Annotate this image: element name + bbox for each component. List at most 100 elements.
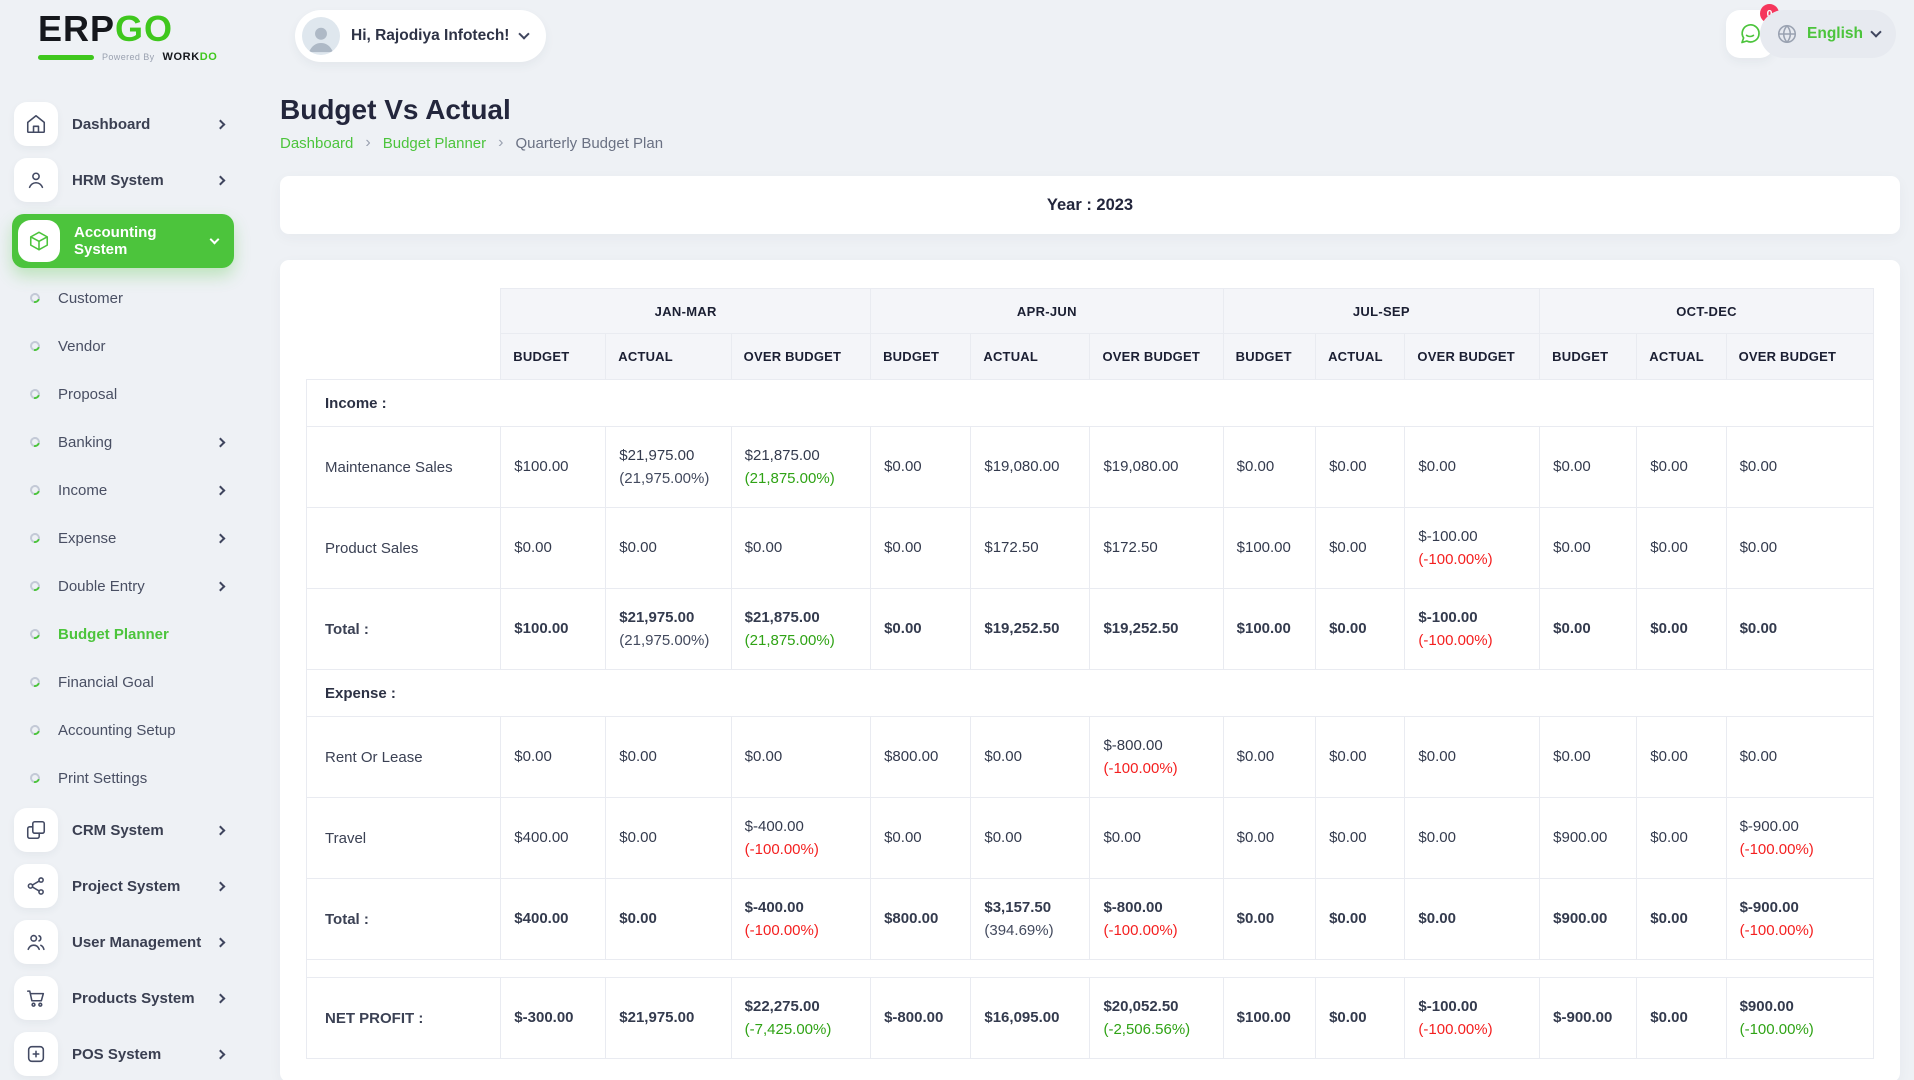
budget-cell: $19,080.00 — [1089, 426, 1224, 508]
year-label: Year : 2023 — [1046, 195, 1134, 214]
chevron-right-icon — [215, 119, 226, 129]
crm-icon — [14, 808, 58, 852]
sidebar-nav: Dashboard HRM System Accounting System Cust… — [0, 96, 246, 1080]
column-header: ACTUAL — [1315, 333, 1406, 380]
page-title: Budget Vs Actual — [280, 94, 511, 125]
sidebar-item-label: Financial Goal — [58, 673, 154, 691]
budget-cell: $400.00 — [500, 878, 607, 960]
year-card: Year : 2023 — [280, 176, 1900, 234]
quarter-header: JUL-SEP — [1222, 288, 1541, 334]
user-menu[interactable]: Hi, Rajodiya Infotech! — [295, 10, 547, 62]
sidebar-item-financial-goal[interactable]: Financial Goal — [0, 658, 246, 706]
sidebar-item-proposal[interactable]: Proposal — [0, 370, 246, 418]
column-header: BUDGET — [1222, 333, 1317, 380]
budget-cell: $0.00 — [1539, 426, 1638, 508]
budget-cell: $19,080.00 — [970, 426, 1091, 508]
sidebar-item-double-entry[interactable]: Double Entry — [0, 562, 246, 610]
budget-table: JAN-MAR APR-JUN JUL-SEP OCT-DEC BUDGET ACTUAL… — [305, 288, 1875, 1059]
budget-cell: $22,275.00 (-7,425.00%) — [730, 977, 872, 1059]
bullet-icon — [28, 675, 42, 689]
budget-cell: $-900.00 — [1539, 977, 1638, 1059]
quarter-header: JAN-MAR — [500, 288, 872, 334]
budget-cell: $0.00 — [1636, 977, 1727, 1059]
sidebar-item-label: POS System — [72, 1045, 162, 1063]
budget-cell: $-100.00 (-100.00%) — [1404, 507, 1541, 589]
budget-cell: $-800.00 (-100.00%) — [1089, 716, 1224, 798]
bullet-icon — [28, 723, 42, 737]
sidebar-item-label: Income — [58, 481, 108, 499]
budget-cell: $0.00 — [1725, 716, 1875, 798]
budget-cell: $3,157.50 (394.69%) — [970, 878, 1091, 960]
row-label: Total : — [305, 878, 502, 960]
chevron-right-icon — [215, 437, 226, 447]
sidebar-item-crm-system[interactable]: CRM System — [0, 802, 246, 858]
logo-text: ERPGO — [38, 11, 238, 47]
bullet-icon — [28, 579, 42, 593]
budget-cell: $900.00 (-100.00%) — [1725, 977, 1875, 1059]
budget-cell: $-800.00 (-100.00%) — [1089, 878, 1224, 960]
sidebar-item-label: Accounting System — [74, 224, 157, 258]
budget-cell: $0.00 — [1636, 588, 1727, 670]
spacer-row — [306, 959, 1874, 978]
language-selector[interactable]: English — [1760, 10, 1896, 58]
sidebar-item-accounting-setup[interactable]: Accounting Setup — [0, 706, 246, 754]
sidebar-item-label: User Management — [72, 933, 202, 951]
budget-cell: $0.00 — [500, 716, 607, 798]
column-header: BUDGET — [1539, 333, 1638, 380]
budget-cell: $-100.00 (-100.00%) — [1404, 977, 1541, 1059]
sidebar-item-project-system[interactable]: Project System — [0, 858, 246, 914]
topbar: ERPGO Powered By WORKDO Hi, Rajodiya Inf… — [0, 0, 1914, 72]
breadcrumb-separator: › — [498, 134, 504, 151]
bullet-icon — [28, 483, 42, 497]
sidebar-item-label: Products System — [72, 989, 195, 1007]
avatar — [302, 17, 340, 55]
budget-cell: $0.00 — [1636, 507, 1727, 589]
budget-cell: $0.00 — [870, 426, 972, 508]
budget-cell: $0.00 — [1315, 797, 1406, 879]
budget-cell: $-400.00 (-100.00%) — [730, 878, 872, 960]
bullet-icon — [28, 771, 42, 785]
budget-cell: $0.00 — [1404, 797, 1541, 879]
chevron-right-icon — [215, 485, 226, 495]
budget-cell: $21,875.00 (21,875.00%) — [730, 588, 872, 670]
sidebar-item-label: CRM System — [72, 821, 164, 839]
chevron-right-icon — [215, 1049, 226, 1059]
budget-cell: $-900.00 (-100.00%) — [1725, 797, 1875, 879]
sidebar-item-vendor[interactable]: Vendor — [0, 322, 246, 370]
breadcrumb-item[interactable]: Budget Planner — [382, 134, 487, 152]
sidebar-item-budget-planner[interactable]: Budget Planner — [0, 610, 246, 658]
chevron-right-icon — [215, 993, 226, 1003]
bullet-icon — [28, 627, 42, 641]
bullet-icon — [28, 435, 42, 449]
column-header: ACTUAL — [605, 333, 732, 380]
sidebar-item-income[interactable]: Income — [0, 466, 246, 514]
sidebar-item-label: Print Settings — [58, 769, 148, 787]
sidebar-item-user-management[interactable]: User Management — [0, 914, 246, 970]
chevron-right-icon — [215, 581, 226, 591]
sidebar-item-expense[interactable]: Expense — [0, 514, 246, 562]
sidebar-item-label: Project System — [72, 877, 181, 895]
sidebar-item-print-settings[interactable]: Print Settings — [0, 754, 246, 802]
sidebar-item-accounting-system[interactable]: Accounting System — [12, 214, 234, 268]
quarter-header: APR-JUN — [870, 288, 1224, 334]
sidebar-item-dashboard[interactable]: Dashboard — [0, 96, 246, 152]
column-header: OVER BUDGET — [1725, 333, 1875, 380]
budget-cell: $0.00 — [1315, 977, 1406, 1059]
budget-cell: $800.00 — [870, 716, 972, 798]
chevron-right-icon — [215, 825, 226, 835]
budget-cell: $0.00 — [1636, 797, 1727, 879]
sidebar: Dashboard HRM System Accounting System Cust… — [0, 82, 246, 1080]
sidebar-item-customer[interactable]: Customer — [0, 274, 246, 322]
sidebar-item-pos-system[interactable]: POS System — [0, 1026, 246, 1080]
sidebar-item-products-system[interactable]: Products System — [0, 970, 246, 1026]
sidebar-item-hrm-system[interactable]: HRM System — [0, 152, 246, 208]
powered-by-label: Powered By — [102, 52, 155, 62]
breadcrumb-item[interactable]: Dashboard — [280, 134, 354, 152]
budget-cell: $0.00 — [1222, 426, 1317, 508]
budget-cell: $100.00 — [1222, 507, 1317, 589]
breadcrumb-separator: › — [365, 134, 371, 151]
chat-icon — [1741, 24, 1760, 44]
budget-cell: $19,252.50 — [970, 588, 1091, 670]
budget-cell: $0.00 — [1222, 716, 1317, 798]
sidebar-item-banking[interactable]: Banking — [0, 418, 246, 466]
